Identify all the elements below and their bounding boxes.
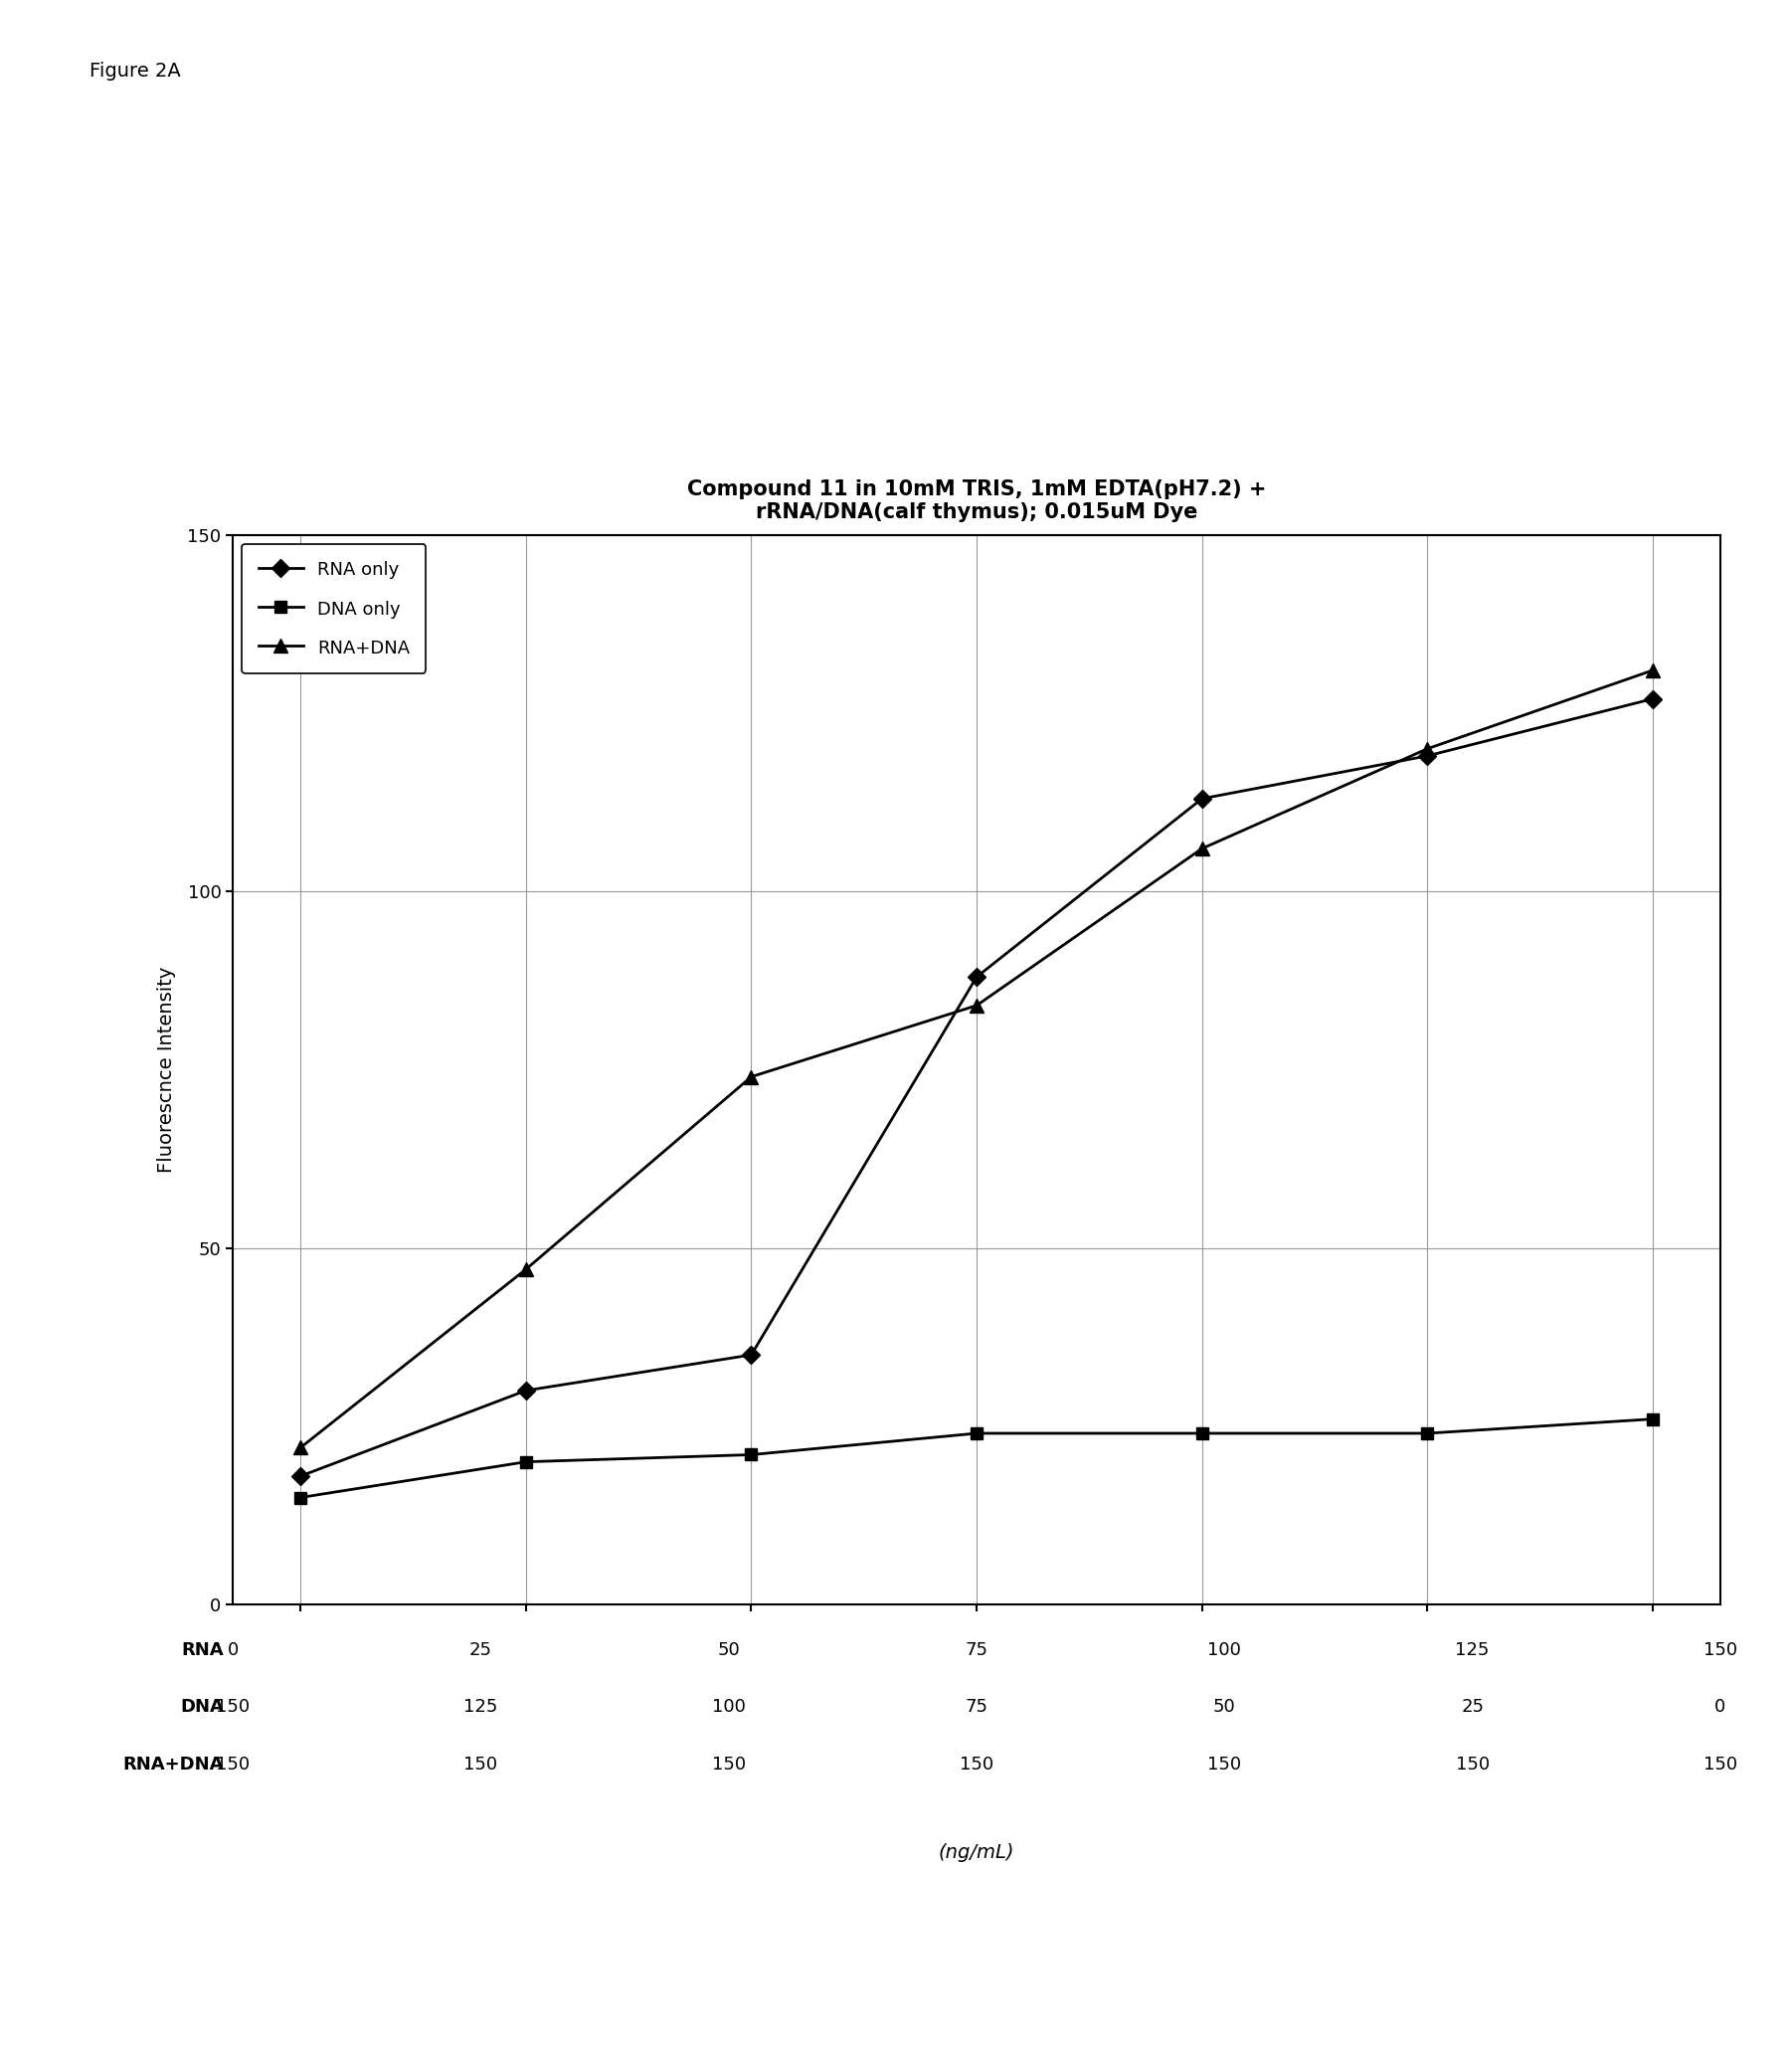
RNA only — [966, 965, 987, 989]
Title: Compound 11 in 10mM TRIS, 1mM EDTA(pH7.2) +
rRNA/DNA(calf thymus); 0.015uM Dye: Compound 11 in 10mM TRIS, 1mM EDTA(pH7.2… — [686, 479, 1267, 522]
Text: DNA: DNA — [181, 1699, 224, 1716]
RNA only — [290, 1465, 312, 1489]
Text: RNA: RNA — [181, 1641, 224, 1658]
Text: Figure 2A: Figure 2A — [90, 62, 181, 80]
Text: 150: 150 — [464, 1757, 498, 1773]
RNA+DNA — [966, 994, 987, 1018]
Text: 75: 75 — [966, 1699, 987, 1716]
Text: 0: 0 — [1715, 1699, 1726, 1716]
Text: 150: 150 — [961, 1757, 993, 1773]
Text: (ng/mL): (ng/mL) — [939, 1843, 1014, 1862]
Text: 150: 150 — [217, 1757, 249, 1773]
Text: 150: 150 — [217, 1699, 249, 1716]
RNA only — [1192, 786, 1213, 810]
Text: RNA+DNA: RNA+DNA — [124, 1757, 224, 1773]
RNA only — [1417, 743, 1439, 767]
Text: 100: 100 — [711, 1699, 745, 1716]
Line: DNA only: DNA only — [294, 1413, 1659, 1504]
Text: 0: 0 — [228, 1641, 238, 1658]
DNA only — [1641, 1407, 1663, 1432]
Text: 125: 125 — [1455, 1641, 1489, 1658]
RNA only — [514, 1378, 536, 1403]
RNA+DNA — [1641, 658, 1663, 683]
Text: 125: 125 — [464, 1699, 498, 1716]
Text: 150: 150 — [1208, 1757, 1242, 1773]
Text: 150: 150 — [711, 1757, 745, 1773]
RNA+DNA — [740, 1063, 762, 1088]
RNA+DNA — [1192, 837, 1213, 862]
Legend: RNA only, DNA only, RNA+DNA: RNA only, DNA only, RNA+DNA — [242, 543, 426, 673]
Text: 25: 25 — [1460, 1699, 1484, 1716]
Text: 50: 50 — [717, 1641, 740, 1658]
DNA only — [740, 1442, 762, 1467]
DNA only — [1417, 1421, 1439, 1446]
DNA only — [514, 1450, 536, 1475]
DNA only — [1192, 1421, 1213, 1446]
RNA only — [1641, 687, 1663, 712]
DNA only — [290, 1485, 312, 1510]
RNA+DNA — [290, 1436, 312, 1460]
RNA+DNA — [514, 1257, 536, 1282]
Text: 150: 150 — [1704, 1641, 1736, 1658]
Text: 150: 150 — [1704, 1757, 1736, 1773]
Line: RNA only: RNA only — [294, 693, 1659, 1483]
Text: 75: 75 — [966, 1641, 987, 1658]
Text: 100: 100 — [1208, 1641, 1242, 1658]
RNA only — [740, 1343, 762, 1368]
Line: RNA+DNA: RNA+DNA — [294, 664, 1659, 1454]
Text: 150: 150 — [1455, 1757, 1489, 1773]
DNA only — [966, 1421, 987, 1446]
Text: 25: 25 — [470, 1641, 493, 1658]
Text: 50: 50 — [1213, 1699, 1236, 1716]
Y-axis label: Fluorescnce Intensity: Fluorescnce Intensity — [158, 967, 176, 1172]
RNA+DNA — [1417, 736, 1439, 761]
